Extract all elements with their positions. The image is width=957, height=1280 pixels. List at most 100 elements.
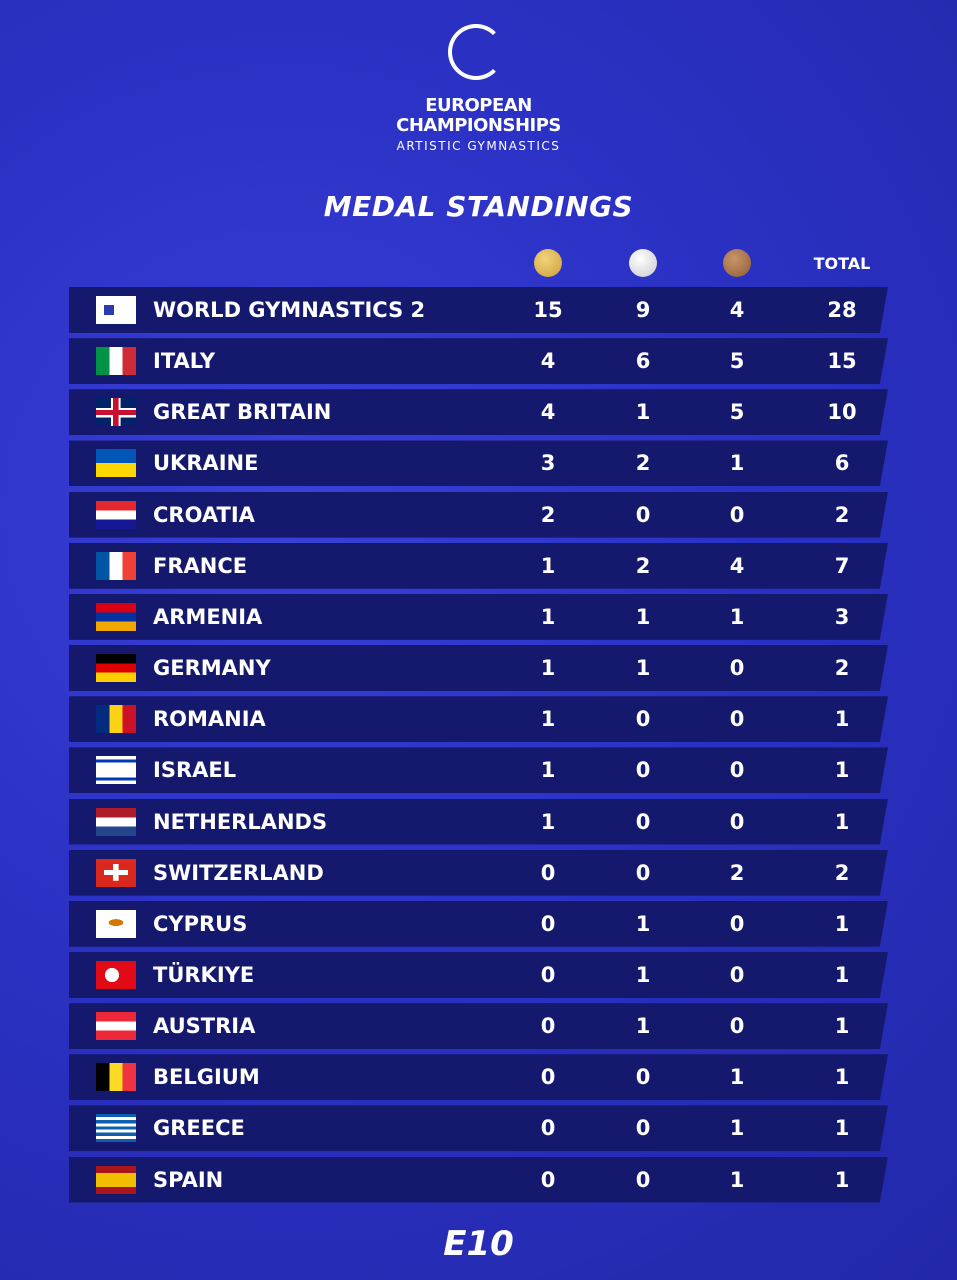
total-count: 1	[834, 1116, 850, 1141]
bronze-count: 1	[729, 451, 745, 476]
bronze-medal-icon	[723, 249, 751, 277]
flag-icon	[96, 449, 136, 478]
country-name: CYPRUS	[153, 911, 248, 936]
silver-count: 0	[635, 860, 651, 885]
table-row: CROATIA 2 0 0 2	[69, 491, 888, 538]
table-row: TÜRKIYE 0 1 0 1	[69, 951, 888, 998]
table-row: WORLD GYMNASTICS 2 15 9 4 28	[69, 287, 888, 333]
flag-icon	[96, 1012, 136, 1041]
gold-count: 15	[533, 298, 563, 322]
gold-count: 3	[540, 451, 556, 476]
country-name: GREAT BRITAIN	[153, 400, 332, 425]
gold-count: 0	[540, 1167, 556, 1192]
gold-count: 0	[540, 962, 556, 987]
country-name: BELGIUM	[153, 1065, 260, 1090]
gold-medal-icon	[534, 249, 562, 277]
footer-brand: E10	[443, 1224, 514, 1264]
total-count: 1	[834, 1014, 850, 1039]
bronze-count: 1	[729, 604, 745, 629]
gold-count: 0	[540, 1116, 556, 1141]
silver-count: 1	[635, 1014, 651, 1039]
country-name: ARMENIA	[153, 604, 263, 629]
flag-icon	[96, 1165, 136, 1194]
silver-count: 0	[635, 1116, 651, 1141]
silver-count: 1	[635, 604, 651, 629]
gold-count: 1	[540, 809, 556, 834]
total-count: 3	[834, 604, 850, 629]
table-row: AUSTRIA 0 1 0 1	[69, 1003, 888, 1050]
total-count: 1	[834, 809, 850, 834]
flag-icon	[96, 705, 136, 734]
flag-icon	[96, 347, 136, 376]
country-name: WORLD GYMNASTICS 2	[153, 298, 426, 322]
table-row: SPAIN 0 0 1 1	[69, 1156, 888, 1203]
flag-icon	[96, 296, 136, 324]
silver-count: 9	[635, 298, 651, 322]
gold-count: 2	[540, 502, 556, 527]
country-name: ITALY	[153, 349, 216, 374]
country-name: NETHERLANDS	[153, 809, 328, 834]
total-count: 2	[834, 860, 850, 885]
table-row: FRANCE 1 2 4 7	[69, 542, 888, 589]
flag-icon	[96, 960, 136, 989]
silver-count: 2	[635, 553, 651, 578]
silver-count: 0	[635, 1065, 651, 1090]
total-count: 1	[834, 707, 850, 732]
country-name: SWITZERLAND	[153, 860, 324, 885]
total-count: 1	[834, 758, 850, 783]
silver-count: 1	[635, 962, 651, 987]
gold-count: 1	[540, 604, 556, 629]
flag-icon	[96, 1114, 136, 1143]
flag-icon	[96, 807, 136, 836]
country-name: ROMANIA	[153, 707, 266, 732]
silver-count: 0	[635, 809, 651, 834]
gold-count: 0	[540, 1065, 556, 1090]
gold-count: 0	[540, 911, 556, 936]
gold-count: 4	[540, 400, 556, 425]
bronze-count: 0	[729, 502, 745, 527]
total-count: 15	[827, 349, 857, 374]
flag-icon	[96, 756, 136, 785]
silver-count: 0	[635, 758, 651, 783]
table-row: ARMENIA 1 1 1 3	[69, 593, 888, 640]
bronze-count: 4	[729, 553, 745, 578]
table-row: CYPRUS 0 1 0 1	[69, 900, 888, 947]
gold-count: 0	[540, 860, 556, 885]
total-header: TOTAL	[813, 254, 871, 273]
flag-icon	[96, 602, 136, 631]
bronze-count: 0	[729, 962, 745, 987]
total-count: 2	[834, 502, 850, 527]
bronze-count: 5	[729, 400, 745, 425]
country-name: GERMANY	[153, 656, 271, 681]
total-count: 1	[834, 1065, 850, 1090]
table-row: ROMANIA 1 0 0 1	[69, 696, 888, 743]
silver-count: 1	[635, 400, 651, 425]
bronze-count: 1	[729, 1065, 745, 1090]
silver-count: 0	[635, 502, 651, 527]
total-count: 2	[834, 656, 850, 681]
total-count: 6	[834, 451, 850, 476]
table-row: UKRAINE 3 2 1 6	[69, 440, 888, 487]
silver-count: 0	[635, 1167, 651, 1192]
flag-icon	[96, 654, 136, 683]
table-row: BELGIUM 0 0 1 1	[69, 1054, 888, 1101]
flag-icon	[96, 858, 136, 887]
table-row: NETHERLANDS 1 0 0 1	[69, 798, 888, 845]
gold-count: 4	[540, 349, 556, 374]
total-count: 1	[834, 911, 850, 936]
bronze-count: 0	[729, 758, 745, 783]
total-count: 28	[827, 298, 857, 322]
country-name: SPAIN	[153, 1167, 224, 1192]
bronze-count: 0	[729, 707, 745, 732]
country-name: GREECE	[153, 1116, 245, 1141]
flag-icon	[96, 500, 136, 529]
country-name: UKRAINE	[153, 451, 259, 476]
total-count: 1	[834, 1167, 850, 1192]
table-row: SWITZERLAND 0 0 2 2	[69, 849, 888, 896]
total-count: 10	[827, 400, 857, 425]
silver-count: 6	[635, 349, 651, 374]
flag-icon	[96, 909, 136, 938]
gold-count: 0	[540, 1014, 556, 1039]
country-name: ISRAEL	[153, 758, 237, 783]
